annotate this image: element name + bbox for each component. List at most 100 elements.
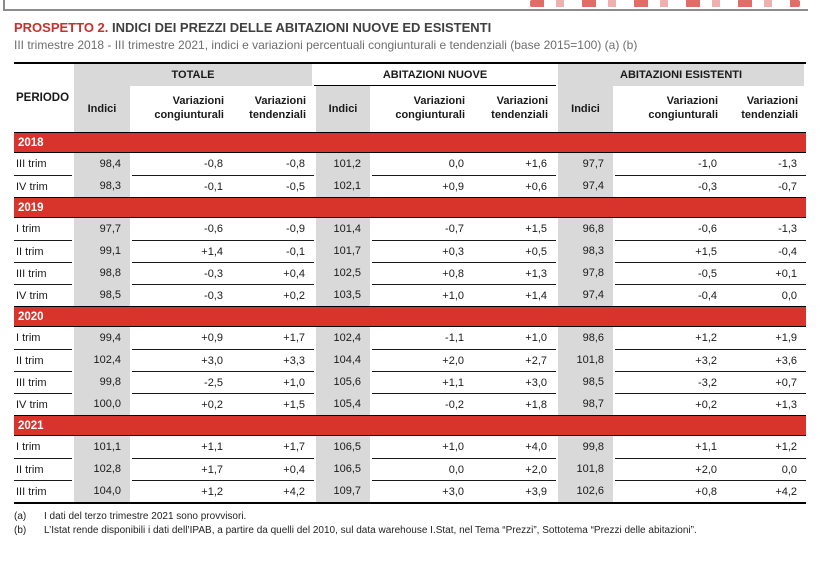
prospetto-title-text: INDICI DEI PREZZI DELLE ABITAZIONI NUOVE…: [112, 20, 492, 35]
indici-cell: 109,7: [314, 480, 373, 502]
table-row: IV trim 98,5 -0,3 +0,2 103,5 +1,0 +1,4 97,4 -0,4…: [14, 284, 807, 306]
indici-cell: 98,4: [72, 153, 132, 175]
indici-cell: 102,4: [314, 327, 373, 349]
variazioni-cell: 0,0: [372, 458, 474, 480]
variazioni-cell: +1,2: [615, 327, 727, 349]
indici-cell: 97,4: [556, 175, 616, 197]
variazioni-cell: -0,1: [132, 175, 232, 197]
subheader-indici: Indici: [556, 86, 616, 132]
page-edge-tick: [3, 0, 5, 11]
variazioni-cell: +3,0: [372, 480, 474, 502]
variazioni-cell: -0,2: [372, 393, 474, 415]
indici-cell: 102,6: [556, 480, 616, 502]
variazioni-cell: +0,9: [132, 327, 232, 349]
table-body: 2018 III trim 98,4 -0,8 -0,8 101,2 0,0 +1,6 97,7…: [14, 132, 807, 502]
variazioni-cell: -0,4: [726, 240, 807, 262]
variazioni-cell: +3,9: [473, 480, 557, 502]
table-row: I trim 101,1 +1,1 +1,7 106,5 +1,0 +4,0 99,8 +1,1…: [14, 436, 807, 458]
variazioni-cell: -0,3: [132, 284, 232, 306]
indici-cell: 100,0: [72, 393, 132, 415]
subheader-variazioni-congiunturali: Variazioni congiunturali: [132, 86, 232, 132]
indici-cell: 106,5: [314, 458, 373, 480]
variazioni-cell: +0,6: [473, 175, 557, 197]
table-row: IV trim 100,0 +0,2 +1,5 105,4 -0,2 +1,8 98,7 +0,…: [14, 393, 807, 415]
table-row: II trim 99,1 +1,4 -0,1 101,7 +0,3 +0,5 98,3 +1,5…: [14, 240, 807, 262]
indici-cell: 106,5: [314, 436, 373, 458]
variazioni-cell: +0,9: [372, 175, 474, 197]
variazioni-cell: +1,5: [473, 218, 557, 240]
variazioni-cell: +1,5: [232, 393, 315, 415]
subheader-indici: Indici: [72, 86, 132, 132]
variazioni-cell: -1,0: [615, 153, 727, 175]
year-label: 2021: [14, 415, 807, 436]
house-price-index-table: PERIODO TOTALE ABITAZIONI NUOVE ABITAZIO…: [14, 62, 807, 504]
variazioni-cell: -2,5: [132, 371, 232, 393]
indici-cell: 99,8: [72, 371, 132, 393]
variazioni-cell: -0,5: [232, 175, 315, 197]
subheader-indici: Indici: [314, 86, 373, 132]
indici-cell: 99,1: [72, 240, 132, 262]
variazioni-cell: +2,0: [372, 349, 474, 371]
table-row: III trim 104,0 +1,2 +4,2 109,7 +3,0 +3,9 102,6 +…: [14, 480, 807, 502]
variazioni-cell: +1,2: [132, 480, 232, 502]
indici-cell: 97,8: [556, 262, 616, 284]
year-banner-row: 2018: [14, 132, 807, 153]
footnote-text: L’Istat rende disponibili i dati dell’IP…: [44, 525, 697, 536]
footnote-a: (a) I dati del terzo trimestre 2021 sono…: [14, 511, 806, 522]
variazioni-cell: -1,3: [726, 153, 807, 175]
period-cell: III trim: [14, 480, 72, 502]
variazioni-cell: -0,6: [615, 218, 727, 240]
indici-cell: 98,6: [556, 327, 616, 349]
variazioni-cell: +1,7: [232, 436, 315, 458]
table-row: I trim 99,4 +0,9 +1,7 102,4 -1,1 +1,0 98,6 +1,2 +…: [14, 327, 807, 349]
variazioni-cell: +4,0: [473, 436, 557, 458]
variazioni-cell: +1,0: [372, 436, 474, 458]
variazioni-cell: +0,8: [615, 480, 727, 502]
period-cell: IV trim: [14, 175, 72, 197]
indici-cell: 98,7: [556, 393, 616, 415]
indici-cell: 105,4: [314, 393, 373, 415]
subheader-variazioni-tendenziali: Variazioni tendenziali: [726, 86, 807, 132]
footnote-label: (a): [14, 511, 27, 522]
variazioni-cell: +2,0: [615, 458, 727, 480]
period-cell: III trim: [14, 371, 72, 393]
variazioni-cell: +1,1: [132, 436, 232, 458]
variazioni-cell: +4,2: [232, 480, 315, 502]
indici-cell: 104,0: [72, 480, 132, 502]
variazioni-cell: +1,0: [372, 284, 474, 306]
table-row: IV trim 98,3 -0,1 -0,5 102,1 +0,9 +0,6 97,4 -0,3…: [14, 175, 807, 197]
variazioni-cell: 0,0: [726, 458, 807, 480]
variazioni-cell: +0,5: [473, 240, 557, 262]
variazioni-cell: -0,7: [372, 218, 474, 240]
footnote-text: I dati del terzo trimestre 2021 sono pro…: [44, 511, 247, 522]
prospetto-label: PROSPETTO 2.: [14, 20, 109, 35]
indici-cell: 97,4: [556, 284, 616, 306]
page-subtitle: III trimestre 2018 - III trimestre 2021,…: [14, 38, 638, 52]
variazioni-cell: -0,9: [232, 218, 315, 240]
indici-cell: 101,1: [72, 436, 132, 458]
indici-cell: 96,8: [556, 218, 616, 240]
year-banner-row: 2019: [14, 197, 807, 218]
indici-cell: 98,8: [72, 262, 132, 284]
variazioni-cell: +1,5: [615, 240, 727, 262]
indici-cell: 98,3: [556, 240, 616, 262]
period-cell: II trim: [14, 349, 72, 371]
top-divider-rule: [3, 9, 808, 11]
indici-cell: 101,4: [314, 218, 373, 240]
indici-cell: 103,5: [314, 284, 373, 306]
variazioni-cell: +0,2: [615, 393, 727, 415]
variazioni-cell: +0,2: [132, 393, 232, 415]
footnote-b: (b) L’Istat rende disponibili i dati del…: [14, 525, 806, 536]
variazioni-cell: +1,0: [473, 327, 557, 349]
indici-cell: 101,7: [314, 240, 373, 262]
subheader-variazioni-congiunturali: Variazioni congiunturali: [615, 86, 727, 132]
group-header-abitazioni-esistenti: ABITAZIONI ESISTENTI: [556, 64, 807, 86]
variazioni-cell: +0,3: [372, 240, 474, 262]
period-column-header: PERIODO: [14, 64, 72, 132]
variazioni-cell: -0,6: [132, 218, 232, 240]
variazioni-cell: +1,1: [372, 371, 474, 393]
variazioni-cell: -1,1: [372, 327, 474, 349]
period-cell: I trim: [14, 218, 72, 240]
table-row: III trim 98,4 -0,8 -0,8 101,2 0,0 +1,6 97,7 -1,0…: [14, 153, 807, 175]
table-row: I trim 97,7 -0,6 -0,9 101,4 -0,7 +1,5 96,8 -0,6-…: [14, 218, 807, 240]
